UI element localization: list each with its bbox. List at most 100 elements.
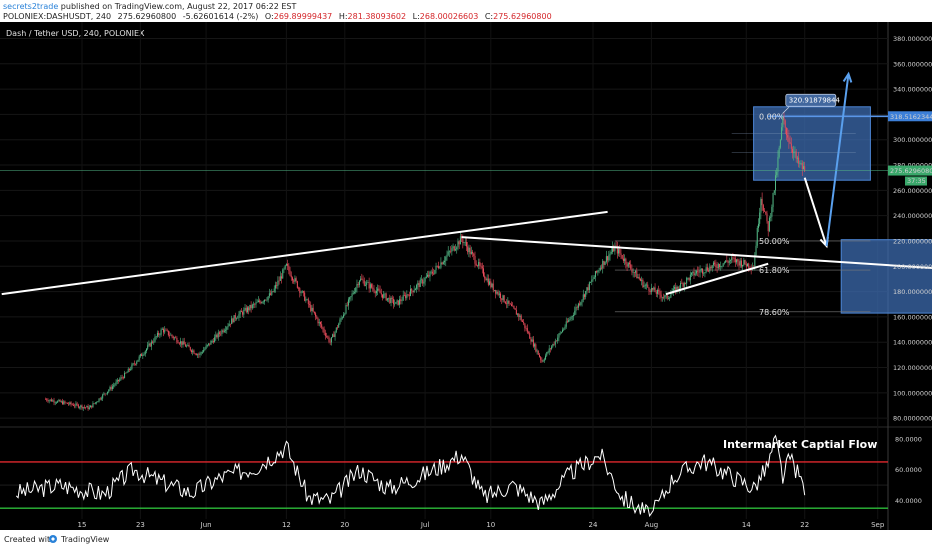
candle-body (775, 175, 776, 191)
candle (321, 320, 323, 330)
candle (377, 284, 379, 296)
candle (501, 298, 503, 305)
candle-body (440, 262, 442, 268)
candle-body (451, 248, 453, 252)
price-axis[interactable] (888, 22, 932, 427)
candle-body (577, 303, 579, 308)
price-tick-label: 180.00000000 (893, 288, 932, 296)
candle-body (323, 329, 325, 333)
candle-body (122, 377, 124, 379)
candle-body (546, 352, 548, 356)
candle (291, 276, 293, 284)
candle-body (253, 304, 255, 305)
candle (633, 271, 635, 278)
candle-body (498, 293, 500, 295)
candle (110, 384, 112, 391)
candle (569, 316, 571, 322)
candle (801, 160, 803, 177)
candle-body (369, 284, 371, 289)
candle (362, 275, 364, 284)
candle (556, 340, 557, 342)
candle-body (377, 288, 379, 291)
candle-body (733, 258, 735, 259)
candle-body (164, 329, 166, 333)
candle-body (413, 290, 415, 293)
candle-body (315, 313, 317, 317)
candle (502, 294, 504, 303)
candle-body (658, 289, 660, 292)
candle (581, 299, 583, 307)
candle (109, 385, 111, 392)
candle-body (296, 281, 298, 288)
candle (144, 350, 146, 357)
candle (770, 212, 772, 222)
candle (552, 343, 554, 348)
candle-body (582, 294, 584, 300)
candle-body (195, 354, 197, 356)
candle (223, 328, 225, 333)
candle-body (98, 398, 100, 402)
candle (221, 328, 223, 337)
candle-body (762, 205, 764, 211)
candle (396, 299, 398, 306)
candle-body (510, 304, 512, 306)
candle-body (506, 303, 508, 304)
candle-body (512, 305, 514, 307)
price-pane[interactable] (0, 22, 888, 427)
time-axis[interactable] (0, 519, 932, 530)
footer-brand[interactable]: TradingView (60, 535, 110, 544)
candle-body (261, 301, 263, 304)
candle-body (799, 163, 801, 164)
candle (205, 343, 207, 350)
candle-body (635, 270, 637, 273)
countdown-badge (905, 176, 927, 186)
candle-body (147, 345, 149, 349)
ohlc-c-label: C: (485, 12, 493, 21)
candle (175, 335, 177, 339)
candle-body (54, 402, 56, 404)
candle (737, 258, 739, 267)
candle (517, 313, 519, 317)
candle (113, 382, 115, 389)
candle (341, 316, 343, 320)
candle (766, 210, 768, 224)
candle (650, 283, 652, 295)
indicator-pane[interactable] (0, 427, 888, 519)
candle (293, 278, 295, 284)
candle (167, 330, 169, 337)
candle-body (444, 260, 446, 263)
candle-body (472, 251, 474, 254)
candle (68, 401, 70, 406)
candle-body (288, 265, 290, 271)
candle (402, 290, 404, 301)
candle-body (699, 270, 701, 273)
candle-body (116, 379, 118, 382)
candle (531, 336, 533, 342)
candle-body (532, 339, 534, 347)
arrow-up-line (825, 73, 850, 247)
candle (536, 348, 538, 355)
candle-body (694, 273, 696, 276)
tradingview-logo-icon[interactable] (49, 535, 57, 543)
candle (243, 307, 245, 318)
candle-body (91, 405, 93, 408)
candle-body (312, 307, 314, 312)
candle (676, 285, 678, 294)
indicator-axis[interactable] (888, 427, 932, 519)
candle-body (614, 245, 616, 252)
candle (646, 282, 648, 290)
candle (665, 291, 667, 299)
candle-body (423, 281, 425, 284)
candle-body (167, 330, 169, 336)
candle-body (591, 279, 593, 283)
time-tick-label: 12 (282, 521, 291, 529)
candle (118, 379, 119, 384)
candle-body (186, 345, 188, 347)
candle (199, 351, 201, 358)
candle (683, 281, 685, 292)
candle-body (48, 400, 50, 402)
candle-body (524, 323, 526, 329)
candle (779, 139, 781, 150)
time-tick-label: Aug (645, 521, 659, 529)
author-link[interactable]: secrets2trade (3, 2, 58, 11)
